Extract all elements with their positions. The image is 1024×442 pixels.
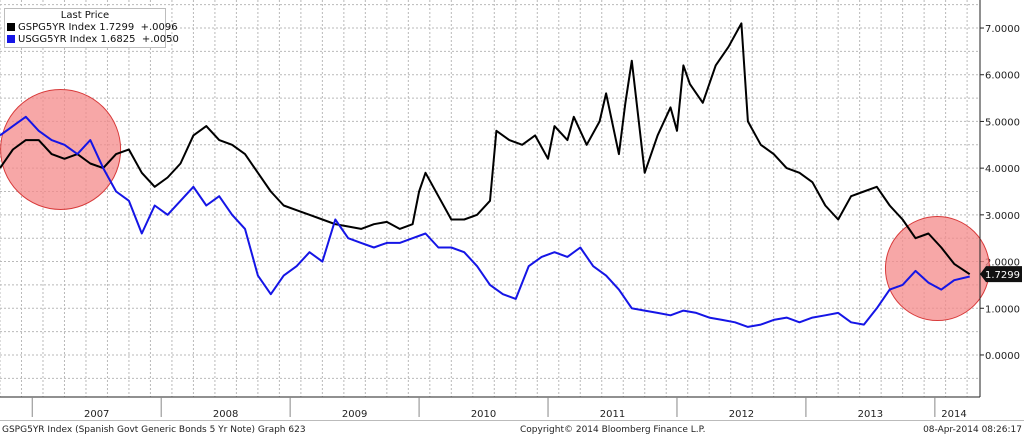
x-tick-label: 2007 [84,409,109,420]
legend-value-spain: 1.7299 [99,22,135,33]
legend-value-us: 1.6825 [100,34,136,45]
series-line-usgg5yr [0,115,970,328]
last-value-tag [980,266,1022,283]
x-tick-label: 2009 [342,409,367,420]
legend-swatch-us [7,35,15,43]
x-tick-label: 2011 [600,409,625,420]
legend-item-us: USGG5YR Index 1.6825 +.0050 [7,34,179,46]
footer-copyright: Copyright© 2014 Bloomberg Finance L.P. [520,425,706,435]
legend: Last Price GSPG5YR Index 1.7299 +.0096 U… [4,8,179,48]
y-tick-label: 2.0000 [985,258,1020,269]
x-tick-label: 2008 [213,409,238,420]
series-line-gspg5yr [0,22,971,276]
footer-source: GSPG5YR Index (Spanish Govt Generic Bond… [2,425,306,435]
legend-label-us: USGG5YR Index [18,34,98,45]
y-tick-label: 0.0000 [985,351,1020,362]
legend-change-us: +.0050 [141,34,179,45]
y-tick-label: 1.0000 [985,304,1020,315]
x-tick-label: 2014 [941,409,966,420]
legend-swatch-spain [7,23,15,31]
x-tick-label: 2010 [471,409,496,420]
legend-header: Last Price [60,10,110,21]
y-tick-label: 3.0000 [985,211,1020,222]
last-value-tag-label: 1.7299 [985,270,1020,281]
y-tick-label: 7.0000 [985,24,1020,35]
y-tick-label: 6.0000 [985,71,1020,82]
highlight-circle-2007 [0,88,122,210]
legend-label-spain: GSPG5YR Index [18,22,97,33]
highlight-circle-2014 [884,216,990,322]
x-tick-label: 2012 [729,409,754,420]
legend-item-spain: GSPG5YR Index 1.7299 +.0096 [7,22,178,34]
y-tick-label: 4.0000 [985,164,1020,175]
x-tick-label: 2013 [858,409,883,420]
legend-change-spain: +.0096 [140,22,178,33]
footer-timestamp: 08-Apr-2014 08:26:17 [923,425,1022,435]
footer-separator [0,420,1024,421]
y-tick-label: 5.0000 [985,117,1020,128]
